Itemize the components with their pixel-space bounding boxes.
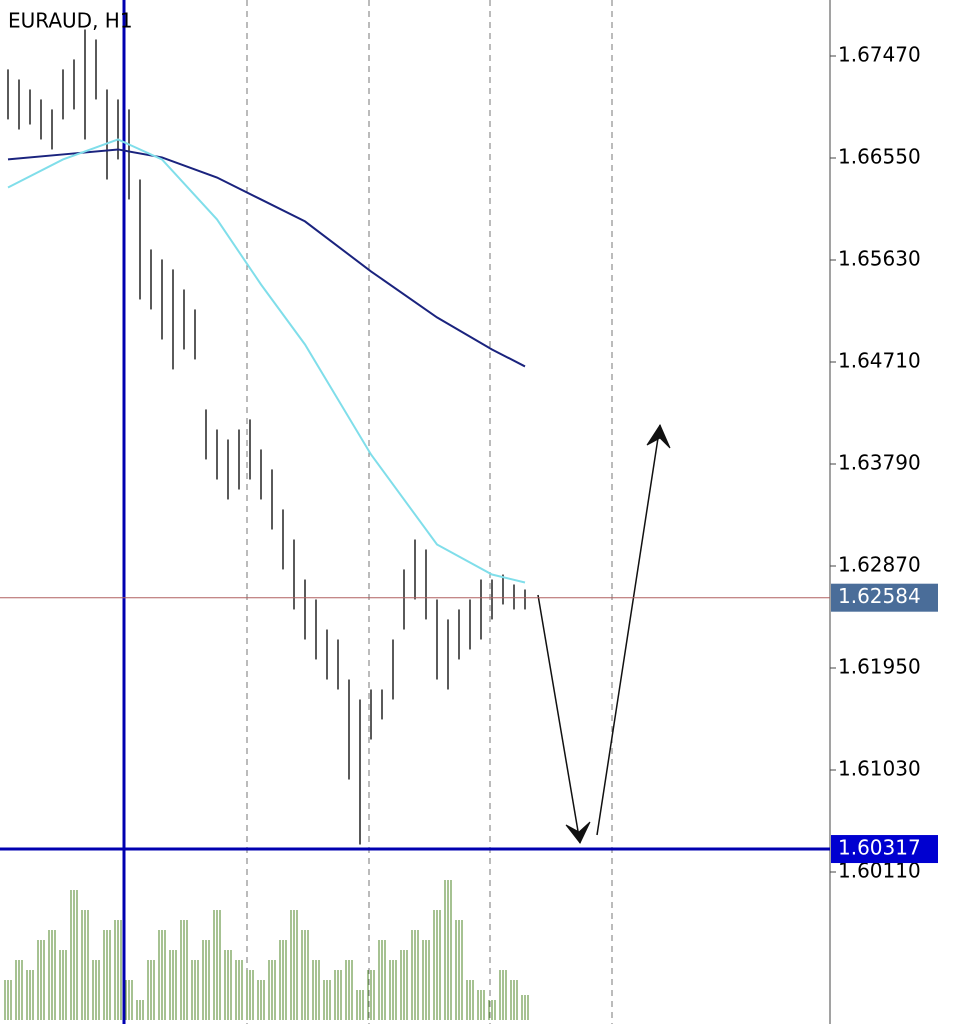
current-price-label: 1.62584 [838, 584, 921, 608]
y-tick-label: 1.67470 [838, 42, 921, 66]
y-tick-label: 1.64710 [838, 348, 921, 372]
y-tick-label: 1.61950 [838, 654, 921, 678]
current-price-box [831, 583, 938, 612]
chart-title: EURAUD, H1 [8, 9, 133, 33]
drawn-arrows [537, 423, 671, 844]
y-tick-label: 1.62870 [838, 552, 921, 576]
moving-average [7, 148, 526, 368]
moving-average [7, 138, 526, 584]
level-label: 1.60317 [838, 836, 921, 860]
level-box [831, 835, 938, 864]
y-tick-label: 1.61030 [838, 756, 921, 780]
y-tick-label: 1.65630 [838, 246, 921, 270]
y-tick-label: 1.66550 [838, 144, 921, 168]
y-tick-label: 1.63790 [838, 450, 921, 474]
